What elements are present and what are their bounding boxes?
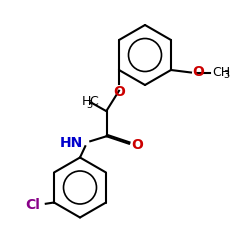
Text: 3: 3 [86,100,92,110]
Text: HN: HN [60,136,83,149]
Text: O: O [113,85,125,99]
Text: O: O [132,138,143,152]
Text: CH: CH [212,66,230,79]
Text: O: O [192,66,204,80]
Text: Cl: Cl [26,198,40,212]
Text: 3: 3 [224,70,230,81]
Text: H: H [82,95,91,108]
Text: C: C [89,95,98,108]
